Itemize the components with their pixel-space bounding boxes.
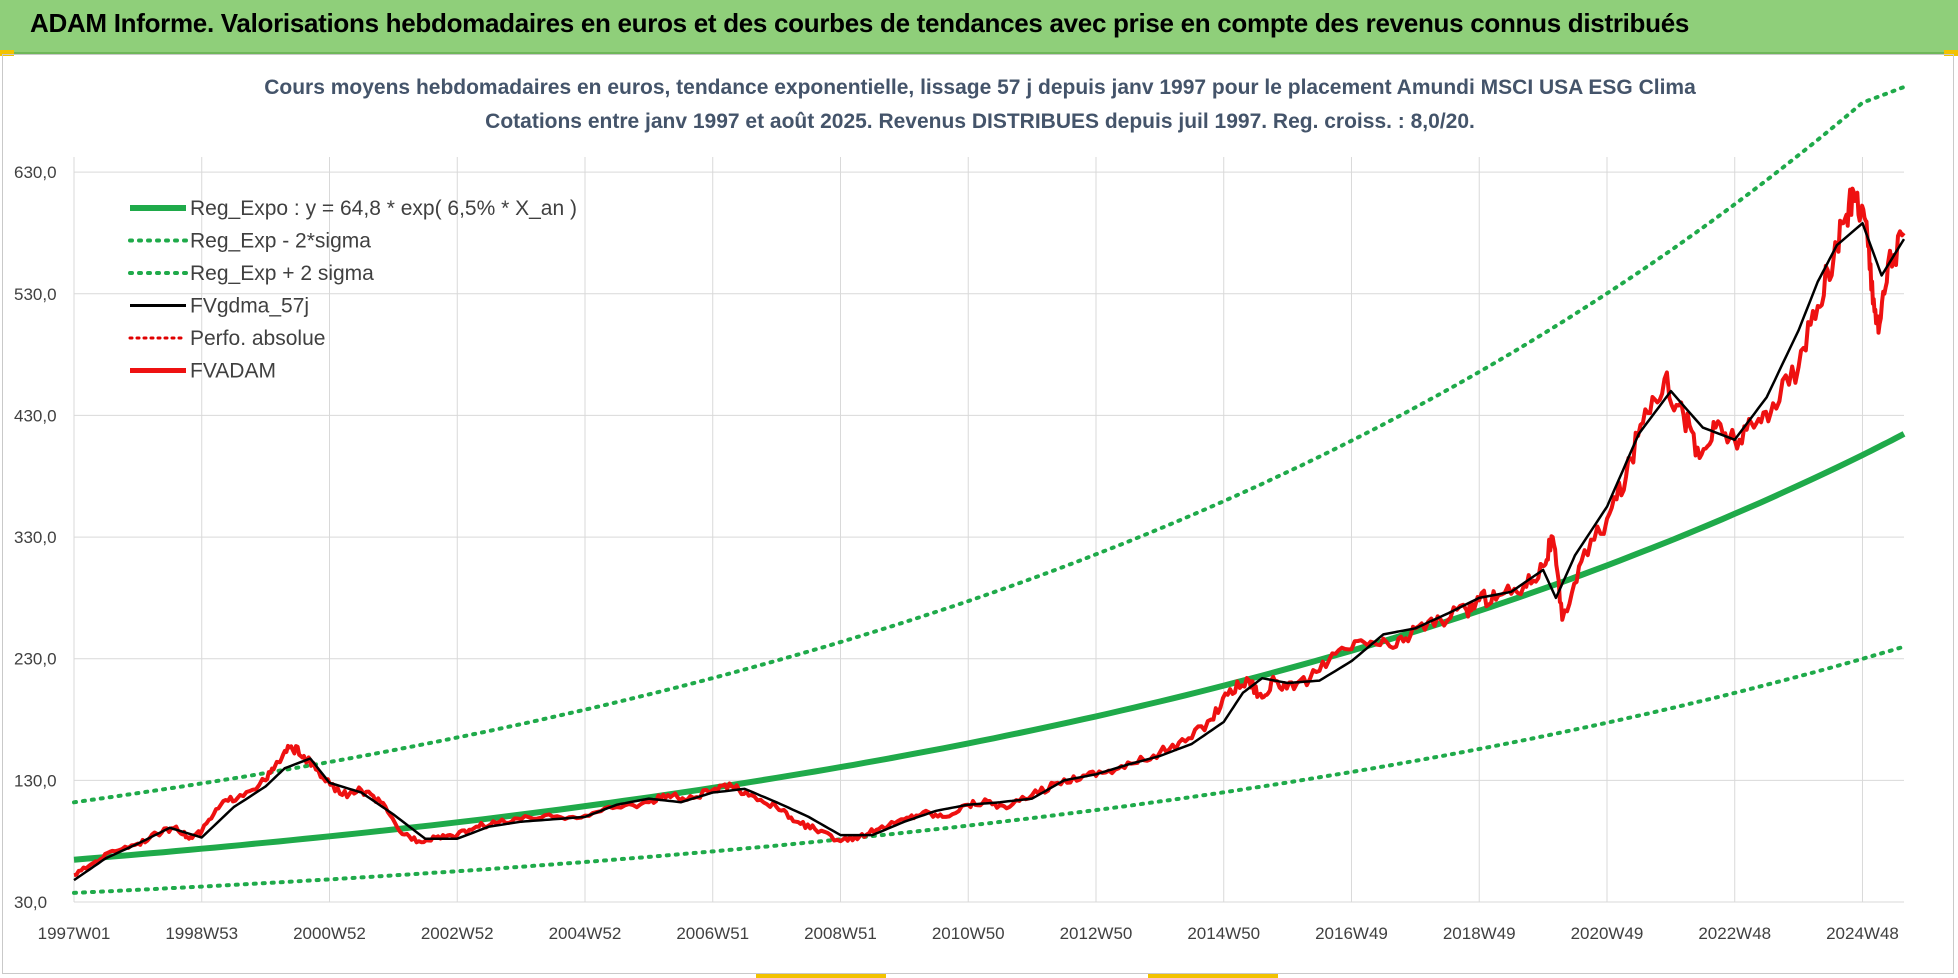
- x-tick-label: 2000W52: [293, 924, 366, 943]
- y-axis-ticks: 30,0 130,0 230,0 330,0 430,0 530,0 630,0: [14, 163, 57, 912]
- series-fvgdma-57j: [73, 221, 1906, 882]
- bottom-tab-marker: [756, 974, 886, 978]
- x-tick-label: 2012W50: [1060, 924, 1133, 943]
- x-tick-label: 2018W49: [1443, 924, 1516, 943]
- y-tick-label: 430,0: [14, 406, 57, 425]
- series-reg-exp-plus-2sigma: [72, 85, 1906, 805]
- x-tick-label: 2016W49: [1315, 924, 1388, 943]
- chart-title: Cours moyens hebdomadaires en euros, ten…: [264, 76, 1696, 99]
- chart: Cours moyens hebdomadaires en euros, ten…: [14, 76, 1906, 943]
- legend-label: Reg_Expo : y = 64,8 * exp( 6,5% * X_an ): [190, 197, 577, 220]
- series: [72, 85, 1906, 895]
- x-tick-label: 2014W50: [1187, 924, 1260, 943]
- y-tick-label: 230,0: [14, 650, 57, 669]
- banner: ADAM Informe. Valorisations hebdomadaire…: [0, 0, 1958, 54]
- series-reg-exp-minus-2sigma: [72, 644, 1906, 895]
- y-tick-label: 130,0: [14, 771, 57, 790]
- y-tick-label: 30,0: [14, 893, 47, 912]
- corner-marker-right: [1944, 50, 1958, 56]
- corner-marker-left: [0, 50, 14, 56]
- series-fvadam: [73, 186, 1906, 878]
- chart-subtitle: Cotations entre janv 1997 et août 2025. …: [485, 110, 1475, 133]
- x-tick-label: 2002W52: [421, 924, 494, 943]
- x-tick-label: 2024W48: [1826, 924, 1899, 943]
- x-axis-ticks: 1997W01 1998W53 2000W52 2002W52 2004W52 2006W…: [38, 924, 1899, 943]
- x-tick-label: 2020W49: [1571, 924, 1644, 943]
- x-tick-label: 2008W51: [804, 924, 877, 943]
- y-tick-label: 630,0: [14, 163, 57, 182]
- banner-title: ADAM Informe. Valorisations hebdomadaire…: [30, 8, 1690, 38]
- bottom-tab-marker: [1148, 974, 1278, 978]
- legend-label: FVgdma_57j: [190, 295, 309, 318]
- y-tick-label: 530,0: [14, 285, 57, 304]
- legend-label: Reg_Exp + 2 sigma: [190, 262, 374, 285]
- legend-label: FVADAM: [190, 360, 276, 383]
- legend: Reg_Expo : y = 64,8 * exp( 6,5% * X_an )…: [128, 197, 577, 383]
- x-tick-label: 1998W53: [165, 924, 238, 943]
- legend-label: Perfo. absolue: [190, 327, 325, 350]
- x-tick-label: 2022W48: [1698, 924, 1771, 943]
- x-tick-label: 1997W01: [38, 924, 111, 943]
- grid: [73, 157, 1904, 903]
- x-tick-label: 2004W52: [549, 924, 622, 943]
- x-tick-label: 2006W51: [676, 924, 749, 943]
- legend-label: Reg_Exp - 2*sigma: [190, 230, 371, 253]
- series-reg-expo: [73, 431, 1906, 863]
- y-tick-label: 330,0: [14, 528, 57, 547]
- x-tick-label: 2010W50: [932, 924, 1005, 943]
